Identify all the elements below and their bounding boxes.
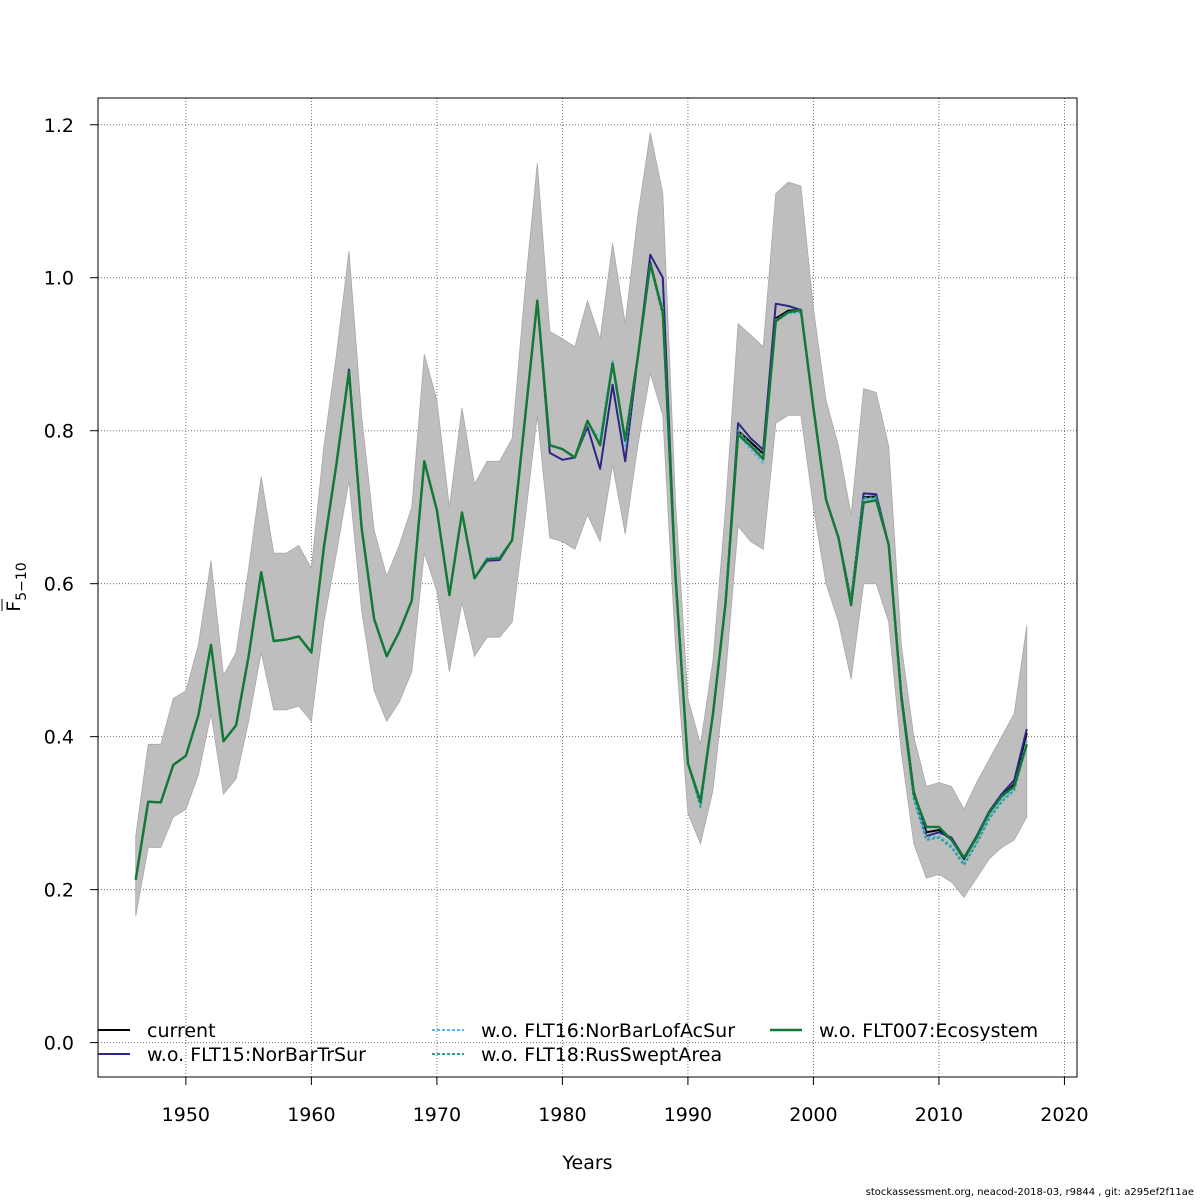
y-axis-title-main: F: [3, 601, 25, 612]
footer-credit: stockassessment.org, neacod-2018-03, r98…: [865, 1187, 1194, 1198]
x-tick-label: 1950: [162, 1104, 210, 1126]
y-axis: 0.0 0.2 0.4 0.6 0.8 1.0 1.2: [44, 115, 99, 1055]
y-tick-label: 1.0: [44, 268, 74, 290]
y-axis-title: F5−10: [1, 562, 30, 612]
legend-label: w.o. FLT15:NorBarTrSur: [147, 1044, 366, 1066]
x-tick-label: 2010: [915, 1104, 963, 1126]
x-tick-label: 1960: [287, 1104, 335, 1126]
x-tick-label: 2000: [789, 1104, 837, 1126]
confidence-band: [135, 132, 1028, 917]
x-tick-label: 2020: [1040, 1104, 1088, 1126]
confidence-band-layer: [135, 132, 1028, 917]
legend-label: current: [147, 1020, 216, 1042]
grid-lines: [98, 98, 1077, 1077]
plot-frame: [97, 97, 1078, 1078]
legend-item: w.o. FLT007:Ecosystem: [770, 1020, 1038, 1042]
legend-item: w.o. FLT18:RusSweptArea: [432, 1044, 722, 1066]
x-tick-label: 1970: [413, 1104, 461, 1126]
x-tick-label: 1990: [664, 1104, 712, 1126]
y-tick-label: 0.4: [44, 727, 74, 749]
y-axis-title-subscript: 5−10: [14, 562, 30, 600]
x-tick-label: 1980: [538, 1104, 586, 1126]
legend-item: w.o. FLT16:NorBarLofAcSur: [432, 1020, 735, 1042]
series-layer: [134, 253, 1028, 880]
legend-item: w.o. FLT15:NorBarTrSur: [98, 1044, 366, 1066]
legend-label: w.o. FLT16:NorBarLofAcSur: [481, 1020, 735, 1042]
legend-item: current: [98, 1020, 216, 1042]
legend-label: w.o. FLT007:Ecosystem: [819, 1020, 1038, 1042]
y-tick-label: 0.0: [44, 1033, 74, 1055]
y-tick-label: 0.8: [44, 421, 74, 443]
x-axis-title: Years: [561, 1152, 612, 1174]
x-axis: 1950 1960 1970 1980 1990 2000 2010 2020: [162, 1076, 1089, 1126]
y-tick-label: 0.2: [44, 880, 74, 902]
legend-label: w.o. FLT18:RusSweptArea: [481, 1044, 722, 1066]
y-tick-label: 1.2: [44, 115, 74, 137]
y-tick-label: 0.6: [44, 574, 74, 596]
svg-text:F5−10: F5−10: [3, 562, 30, 611]
series-line-4: [134, 262, 1028, 880]
